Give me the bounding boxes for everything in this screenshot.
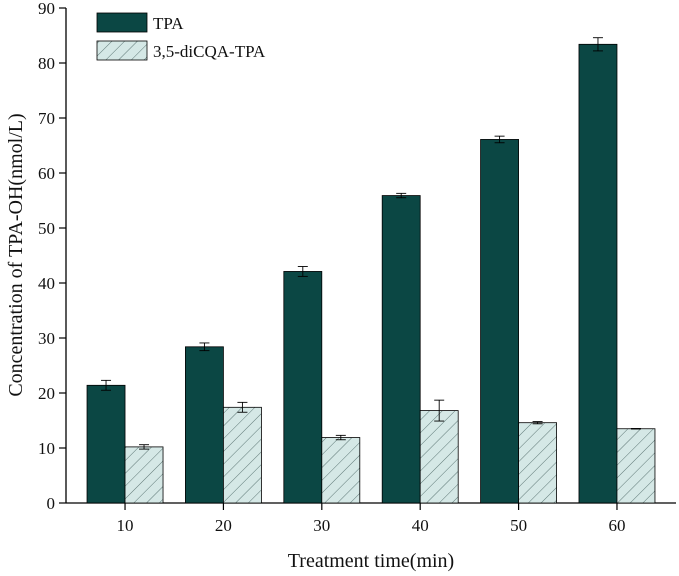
bar-diCQA-40: [419, 410, 459, 504]
bar-diCQA-30: [321, 437, 361, 504]
bar-tpa-40: [381, 195, 421, 504]
x-tick-label: 50: [510, 516, 527, 535]
error-bar-tpa-30: [297, 266, 308, 277]
x-axis-title: Treatment time(min): [288, 550, 454, 572]
bar-diCQA-50: [518, 422, 557, 504]
legend-label-diCQA: 3,5-diCQA-TPA: [153, 42, 266, 61]
error-bar-tpa-60: [592, 37, 603, 52]
bar-diCQA-10: [124, 446, 164, 504]
legend-swatch-tpa: [96, 12, 148, 33]
y-tick-label: 30: [38, 329, 55, 348]
error-bar-tpa-40: [396, 192, 407, 199]
bars: [86, 43, 656, 504]
error-bars: [101, 37, 641, 450]
y-tick-label: 20: [38, 384, 55, 403]
x-tick-label: 20: [215, 516, 232, 535]
error-bar-diCQA-60: [630, 428, 641, 430]
error-bar-diCQA-30: [335, 434, 346, 441]
error-bar-diCQA-40: [434, 399, 445, 422]
x-tick-label: 10: [117, 516, 134, 535]
error-bar-tpa-50: [494, 135, 505, 144]
legend-label-tpa: TPA: [153, 14, 184, 33]
x-ticks: 10 20 30 40 50 60: [117, 503, 625, 535]
error-bar-diCQA-10: [139, 444, 150, 450]
y-tick-label: 10: [38, 439, 55, 458]
bar-diCQA-60: [616, 428, 656, 504]
bar-tpa-50: [480, 139, 519, 504]
bar-tpa-30: [283, 271, 323, 504]
x-tick-label: 40: [412, 516, 429, 535]
y-tick-label: 80: [38, 54, 55, 73]
bar-tpa-60: [578, 43, 618, 504]
y-ticks: 0 10 20 30 40 50 60 70 80 90: [38, 0, 66, 513]
y-axis-title: Concentration of TPA-OH(nmol/L): [5, 113, 27, 396]
y-tick-label: 40: [38, 274, 55, 293]
y-tick-label: 0: [47, 494, 56, 513]
legend-swatch-diCQA: [96, 40, 148, 61]
y-tick-label: 60: [38, 164, 55, 183]
bar-tpa-20: [185, 346, 224, 504]
bar-tpa-10: [86, 384, 126, 504]
x-tick-label: 30: [313, 516, 330, 535]
y-tick-label: 90: [38, 0, 55, 18]
legend: TPA 3,5-diCQA-TPA: [96, 12, 266, 61]
y-tick-label: 50: [38, 219, 55, 238]
axes: [65, 8, 676, 504]
error-bar-tpa-10: [101, 379, 112, 391]
y-tick-label: 70: [38, 109, 55, 128]
bar-diCQA-20: [223, 406, 262, 504]
error-bar-diCQA-50: [532, 421, 543, 425]
error-bar-tpa-20: [199, 342, 210, 352]
error-bar-diCQA-20: [237, 401, 248, 413]
x-tick-label: 60: [608, 516, 625, 535]
